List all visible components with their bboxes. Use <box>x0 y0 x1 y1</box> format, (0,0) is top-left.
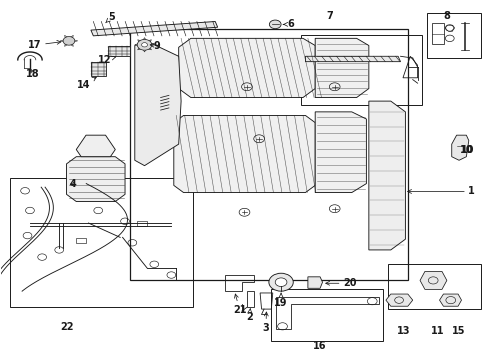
Bar <box>271 289 383 341</box>
Polygon shape <box>142 49 146 52</box>
Bar <box>130 30 407 280</box>
Text: 18: 18 <box>25 69 39 79</box>
Bar <box>76 238 86 243</box>
Polygon shape <box>74 40 78 42</box>
Circle shape <box>269 20 281 29</box>
Polygon shape <box>173 116 315 193</box>
Bar <box>137 221 147 226</box>
Text: 20: 20 <box>325 278 356 288</box>
Polygon shape <box>147 40 151 42</box>
Polygon shape <box>135 44 138 46</box>
Polygon shape <box>178 39 315 98</box>
Polygon shape <box>91 22 217 36</box>
Circle shape <box>137 40 152 50</box>
Text: 11: 11 <box>430 326 444 336</box>
Polygon shape <box>64 43 68 46</box>
Polygon shape <box>142 38 146 40</box>
Circle shape <box>275 278 286 287</box>
Bar <box>387 264 480 309</box>
Polygon shape <box>147 47 151 50</box>
Text: 8: 8 <box>443 12 449 22</box>
Polygon shape <box>385 294 412 306</box>
Polygon shape <box>76 135 115 157</box>
Text: 15: 15 <box>451 326 465 336</box>
Text: 16: 16 <box>313 341 326 351</box>
Text: 13: 13 <box>396 326 409 336</box>
Text: 10: 10 <box>459 144 472 154</box>
Text: 2: 2 <box>245 309 252 322</box>
Bar <box>300 35 422 105</box>
Polygon shape <box>66 157 125 202</box>
Text: 10: 10 <box>460 144 474 154</box>
Polygon shape <box>315 112 366 193</box>
Polygon shape <box>137 40 141 42</box>
Text: 12: 12 <box>98 55 116 65</box>
Circle shape <box>142 42 147 47</box>
Text: 21: 21 <box>232 294 246 315</box>
Polygon shape <box>64 35 68 39</box>
Polygon shape <box>91 62 105 76</box>
Bar <box>10 178 193 307</box>
Polygon shape <box>315 39 368 98</box>
Polygon shape <box>60 40 64 42</box>
Circle shape <box>63 37 75 45</box>
Polygon shape <box>307 277 322 288</box>
Text: 1: 1 <box>407 186 474 197</box>
Text: 7: 7 <box>326 11 332 21</box>
Polygon shape <box>150 44 154 46</box>
Polygon shape <box>135 40 181 166</box>
Text: 14: 14 <box>77 77 96 90</box>
Polygon shape <box>70 43 73 46</box>
Text: 17: 17 <box>28 40 61 50</box>
Polygon shape <box>368 101 405 250</box>
Polygon shape <box>439 294 461 306</box>
Text: 3: 3 <box>262 312 269 333</box>
Polygon shape <box>305 56 400 62</box>
Text: 9: 9 <box>150 41 160 50</box>
Circle shape <box>268 273 293 291</box>
Polygon shape <box>108 45 130 56</box>
Text: 4: 4 <box>69 179 76 189</box>
Bar <box>427 13 480 58</box>
Text: 6: 6 <box>283 19 294 30</box>
Polygon shape <box>70 35 73 39</box>
Text: 22: 22 <box>60 322 73 332</box>
Text: 5: 5 <box>105 12 115 23</box>
Polygon shape <box>451 135 468 160</box>
Bar <box>431 23 444 44</box>
Text: 19: 19 <box>274 293 287 308</box>
Polygon shape <box>137 47 141 50</box>
Polygon shape <box>419 271 446 289</box>
